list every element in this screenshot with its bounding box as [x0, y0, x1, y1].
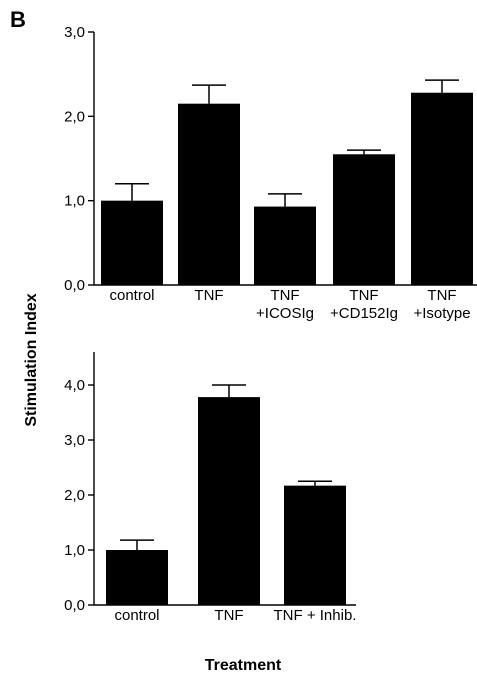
chart-bottom: 0,0 1,0 2,0 3,0 4,0 control TNF TNF + Inhib.	[64, 352, 356, 624]
top-y-tick-label: 0,0	[64, 277, 85, 294]
x-axis-title: Treatment	[205, 657, 282, 674]
top-y-tick-label: 3,0	[64, 24, 85, 41]
bottom-bar	[284, 485, 346, 605]
bottom-y-tick-label: 4,0	[64, 377, 85, 394]
top-bar	[101, 200, 163, 285]
bottom-y-tick-label: 3,0	[64, 432, 85, 449]
top-bar	[411, 92, 473, 285]
top-y-tick-label: 1,0	[64, 193, 85, 210]
top-category-label: TNF	[349, 287, 378, 304]
top-bar	[333, 154, 395, 285]
bottom-bar	[198, 397, 260, 605]
top-category-label: +CD152Ig	[330, 305, 398, 322]
top-y-tick-label: 2,0	[64, 108, 85, 125]
top-category-label: TNF	[270, 287, 299, 304]
bottom-bar	[106, 550, 168, 605]
bottom-category-label: TNF + Inhib.	[274, 607, 357, 624]
y-axis-title: Stimulation Index	[23, 293, 40, 426]
panel-letter: B	[10, 7, 26, 32]
top-category-label: TNF	[194, 287, 223, 304]
bottom-y-tick-label: 1,0	[64, 542, 85, 559]
top-category-label: +Isotype	[413, 305, 470, 322]
bottom-y-tick-label: 2,0	[64, 487, 85, 504]
top-category-label: control	[109, 287, 154, 304]
bottom-y-tick-label: 0,0	[64, 597, 85, 614]
bottom-category-label: control	[114, 607, 159, 624]
top-category-label: TNF	[427, 287, 456, 304]
top-bar	[178, 103, 240, 285]
top-category-label: +ICOSIg	[256, 305, 314, 322]
bottom-category-label: TNF	[214, 607, 243, 624]
top-bar	[254, 206, 316, 285]
